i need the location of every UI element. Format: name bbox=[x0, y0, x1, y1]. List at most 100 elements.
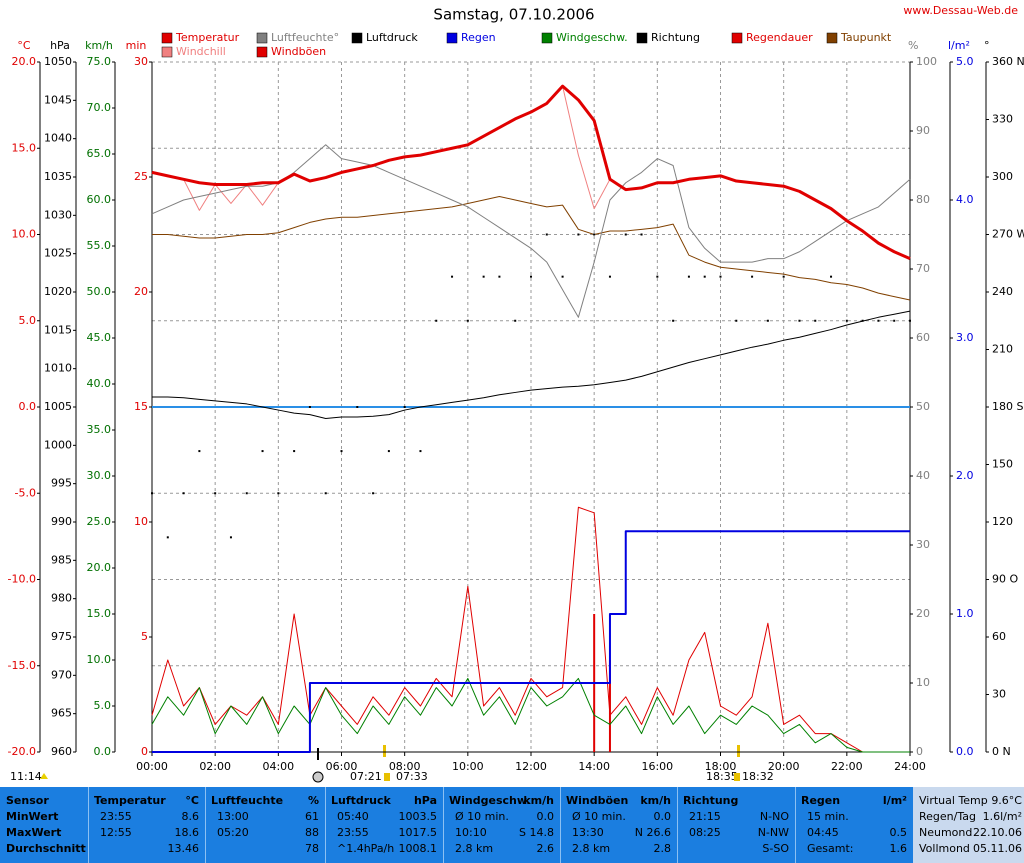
direction-dot bbox=[435, 319, 438, 322]
direction-dot bbox=[403, 406, 406, 408]
legend-swatch bbox=[446, 32, 458, 44]
x-tick-label: 16:00 bbox=[641, 760, 673, 773]
legend-swatch bbox=[351, 32, 363, 44]
y-tick-label: 300 bbox=[992, 170, 1013, 183]
sunset-marker bbox=[737, 745, 740, 757]
y-tick-label: 2.0 bbox=[956, 469, 974, 482]
cell: 1.6 bbox=[889, 842, 908, 855]
series-line bbox=[151, 84, 911, 261]
y-tick-label: 995 bbox=[51, 477, 72, 490]
y-tick-label: 5 bbox=[141, 630, 148, 643]
legend-label: Richtung bbox=[651, 31, 700, 44]
legend-swatch bbox=[161, 32, 173, 44]
sunrise-marker bbox=[383, 745, 386, 757]
column-unit: % bbox=[307, 794, 319, 807]
axis-unit: % bbox=[908, 39, 918, 52]
moon-phase-icon bbox=[312, 771, 324, 783]
y-tick-label: 15 bbox=[134, 400, 148, 413]
column-header: Luftfeuchte bbox=[211, 794, 284, 807]
info-label: Neumond bbox=[919, 826, 973, 839]
y-tick-label: 1.0 bbox=[956, 607, 974, 620]
direction-dot bbox=[387, 450, 390, 453]
row-label: MaxWert bbox=[6, 826, 62, 839]
direction-dot bbox=[608, 275, 611, 278]
cell: 13.46 bbox=[167, 842, 200, 855]
series-line bbox=[151, 506, 910, 753]
y-tick-label: 10 bbox=[916, 676, 930, 689]
x-tick-label: 20:00 bbox=[768, 760, 800, 773]
cell: N-NO bbox=[759, 810, 789, 823]
cell: 2.8 km bbox=[455, 842, 494, 855]
x-tick-label: 18:00 bbox=[705, 760, 737, 773]
cell: 05:40 bbox=[337, 810, 369, 823]
y-tick-label: 65.0 bbox=[87, 147, 112, 160]
column-divider bbox=[443, 787, 444, 863]
cell: 0.5 bbox=[889, 826, 908, 839]
y-tick-label: 965 bbox=[51, 707, 72, 720]
direction-dot bbox=[845, 319, 848, 322]
y-tick-label: 20 bbox=[916, 607, 930, 620]
cell: 1003.5 bbox=[398, 810, 438, 823]
y-tick-label: 10.0 bbox=[87, 653, 112, 666]
column-header: Luftdruck bbox=[331, 794, 391, 807]
direction-dot bbox=[451, 275, 454, 278]
column-divider bbox=[677, 787, 678, 863]
y-tick-label: 0 bbox=[916, 745, 923, 758]
cell: 0.0 bbox=[536, 810, 555, 823]
direction-dot bbox=[293, 450, 296, 453]
y-tick-label: 1005 bbox=[44, 400, 72, 413]
y-tick-label: 70.0 bbox=[87, 101, 112, 114]
direction-dot bbox=[909, 319, 911, 322]
x-tick-label: 22:00 bbox=[831, 760, 863, 773]
y-tick-label: 150 bbox=[992, 458, 1013, 471]
column-header: Regen bbox=[801, 794, 841, 807]
y-tick-label: 40.0 bbox=[87, 377, 112, 390]
y-tick-label: 0 bbox=[141, 745, 148, 758]
y-tick-label: 75.0 bbox=[87, 55, 112, 68]
column-unit: °C bbox=[185, 794, 199, 807]
series-line bbox=[152, 530, 910, 753]
x-tick-label: 14:00 bbox=[578, 760, 610, 773]
y-tick-label: 5.0 bbox=[94, 699, 112, 712]
cell: 2.8 bbox=[653, 842, 672, 855]
cell: 05:20 bbox=[217, 826, 249, 839]
direction-dot bbox=[340, 450, 343, 453]
y-tick-label: -15.0 bbox=[8, 659, 36, 672]
direction-dot bbox=[798, 319, 801, 322]
direction-dot bbox=[561, 275, 564, 278]
direction-dot bbox=[687, 275, 690, 278]
y-tick-label: 4.0 bbox=[956, 193, 974, 206]
y-tick-label: 960 bbox=[51, 745, 72, 758]
table-header: Sensor bbox=[6, 794, 49, 807]
direction-dot bbox=[751, 275, 754, 278]
y-tick-label: -5.0 bbox=[15, 486, 36, 499]
y-tick-label: 990 bbox=[51, 515, 72, 528]
moonrise-time: 07:33 bbox=[396, 770, 428, 783]
y-tick-label: 1045 bbox=[44, 93, 72, 106]
y-tick-label: 30 bbox=[134, 55, 148, 68]
direction-dot bbox=[593, 233, 596, 236]
direction-dot bbox=[182, 492, 185, 495]
legend-swatch bbox=[541, 32, 553, 44]
y-tick-label: 0.0 bbox=[94, 745, 112, 758]
cell: S-SO bbox=[762, 842, 789, 855]
column-unit: km/h bbox=[640, 794, 671, 807]
direction-dot bbox=[214, 492, 217, 495]
cell: 1008.1 bbox=[398, 842, 438, 855]
direction-dot bbox=[498, 275, 501, 278]
direction-dot bbox=[466, 319, 469, 322]
chart-title: Samstag, 07.10.2006 bbox=[433, 6, 594, 24]
column-header: Windgeschw. bbox=[449, 794, 531, 807]
x-tick-label: 10:00 bbox=[452, 760, 484, 773]
y-tick-label: 1050 bbox=[44, 55, 72, 68]
series-line bbox=[151, 677, 910, 753]
legend-swatch bbox=[636, 32, 648, 44]
cell: 88 bbox=[305, 826, 319, 839]
cell: 78 bbox=[305, 842, 319, 855]
direction-dot bbox=[277, 492, 280, 495]
cell: 12:55 bbox=[100, 826, 132, 839]
direction-dot bbox=[198, 450, 201, 453]
cell: 2.8 km bbox=[572, 842, 611, 855]
direction-dot bbox=[656, 275, 659, 278]
legend-swatch bbox=[161, 46, 173, 58]
